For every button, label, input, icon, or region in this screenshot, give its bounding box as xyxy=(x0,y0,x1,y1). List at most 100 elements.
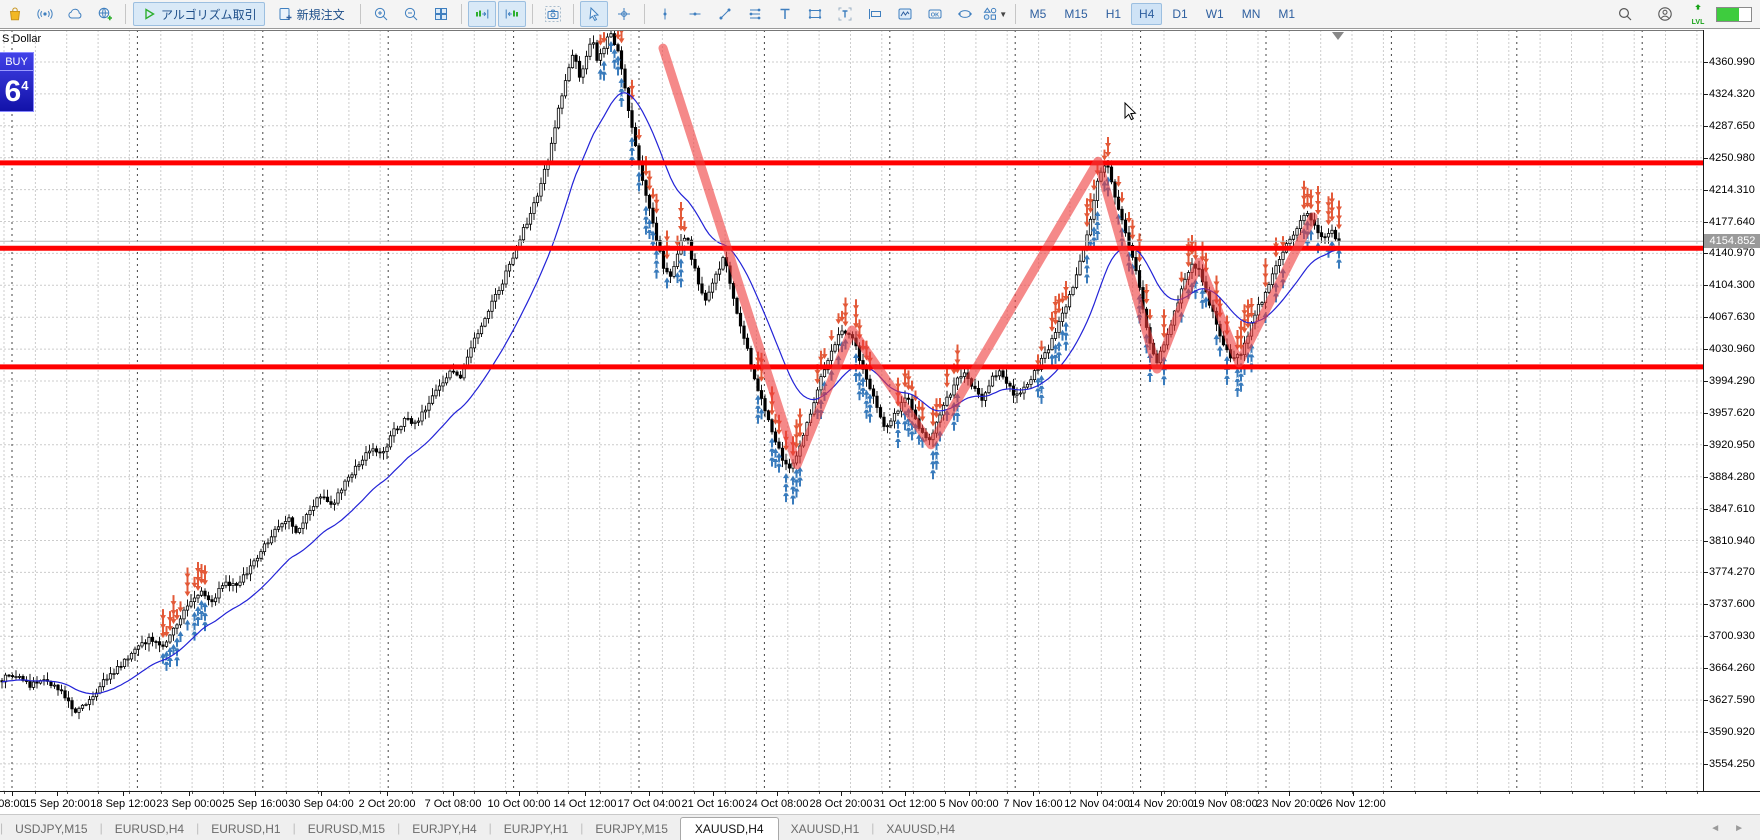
rectangle-tool-icon[interactable] xyxy=(801,1,829,27)
price-label-icon[interactable] xyxy=(861,1,889,27)
timeframe-m5[interactable]: M5 xyxy=(1029,7,1047,21)
price-tick xyxy=(1704,285,1708,287)
time-tick xyxy=(649,792,650,796)
market-bag-icon[interactable] xyxy=(1,1,29,27)
zoom-out-icon[interactable] xyxy=(397,1,425,27)
chart-tab-xauusd-h4[interactable]: XAUUSD,H4 xyxy=(679,817,779,840)
toolbar-separator xyxy=(359,4,361,24)
price-tick xyxy=(1704,317,1708,319)
timeframe-h4[interactable]: H4 xyxy=(1131,3,1163,25)
time-tick-minor xyxy=(1665,792,1667,794)
timeframe-h1[interactable]: H1 xyxy=(1105,7,1122,21)
price-tick xyxy=(1704,763,1708,765)
time-tick-minor xyxy=(442,792,444,794)
signals-icon[interactable] xyxy=(31,1,59,27)
tab-scroll-right-icon[interactable]: ► xyxy=(1734,822,1744,834)
price-axis-label: 4324.320 xyxy=(1709,87,1755,100)
price-tick xyxy=(1704,668,1708,670)
time-tick xyxy=(1097,792,1098,796)
vertical-line-icon[interactable] xyxy=(651,1,679,27)
new-order-button[interactable]: 新規注文 xyxy=(269,2,353,26)
time-tick-minor xyxy=(1696,792,1698,794)
time-tick-minor xyxy=(1414,792,1416,794)
time-tick-minor xyxy=(944,792,946,794)
tile-windows-icon[interactable] xyxy=(427,1,455,27)
tab-separator: | xyxy=(292,821,296,835)
algo-trading-button[interactable]: アルゴリズム取引 xyxy=(133,2,265,26)
text-label-icon[interactable] xyxy=(831,1,859,27)
price-axis-label: 4067.630 xyxy=(1709,311,1755,324)
autoscroll-icon[interactable] xyxy=(467,1,496,27)
one-click-buy-button[interactable]: BUY 64 xyxy=(0,52,34,112)
horizontal-line-icon[interactable] xyxy=(681,1,709,27)
time-tick-minor xyxy=(411,792,413,794)
indicator-window-icon[interactable] xyxy=(891,1,919,27)
chart-area[interactable]: S Dollar BUY 64 xyxy=(0,30,1703,791)
timeframe-m15[interactable]: M15 xyxy=(1064,7,1088,21)
price-axis[interactable]: 4154.852 4360.990 4324.320 4287.650 4250.98… xyxy=(1703,30,1760,791)
time-tick xyxy=(1289,792,1290,796)
chart-tab-eurjpy-h4[interactable]: EURJPY,H4 xyxy=(412,822,477,836)
timeframe-w1[interactable]: W1 xyxy=(1205,7,1224,21)
chart-shift-icon[interactable] xyxy=(497,1,526,27)
chart-tab-xauusd-h4[interactable]: XAUUSD,H4 xyxy=(886,822,956,836)
timeframe-m1[interactable]: M1 xyxy=(1278,7,1296,21)
symbol-description-label: S Dollar xyxy=(2,33,42,45)
timeframe-d1[interactable]: D1 xyxy=(1172,7,1188,21)
tab-separator: | xyxy=(488,821,492,835)
equidistant-channel-icon[interactable] xyxy=(741,1,769,27)
time-tick-minor xyxy=(1258,792,1259,794)
search-icon[interactable] xyxy=(1611,1,1639,27)
crosshair-icon[interactable] xyxy=(610,1,638,27)
time-tick-minor xyxy=(1383,792,1385,794)
time-tick-minor xyxy=(1571,792,1573,794)
toolbar-right-group: LVL xyxy=(1610,1,1760,27)
chart-tab-xauusd-h1[interactable]: XAUUSD,H1 xyxy=(790,822,860,836)
ellipse-tool-icon[interactable] xyxy=(951,1,979,27)
chart-tab-eurusd-h4[interactable]: EURUSD,H4 xyxy=(114,822,185,836)
time-tick xyxy=(255,792,256,796)
cursor-icon[interactable] xyxy=(579,1,608,27)
current-price-badge: 4154.852 xyxy=(1704,234,1760,249)
toolbar-separator xyxy=(643,4,645,24)
cloud-icon[interactable] xyxy=(61,1,89,27)
price-tick xyxy=(1704,412,1708,414)
chart-tab-eurjpy-h1[interactable]: EURJPY,H1 xyxy=(503,822,569,836)
price-axis-label: 4287.650 xyxy=(1709,119,1755,132)
time-axis-label: 24 Oct 08:00 xyxy=(745,798,809,810)
shapes-menu-icon[interactable]: ▼ xyxy=(981,1,1009,27)
chart-tab-eurjpy-m15[interactable]: EURJPY,M15 xyxy=(595,822,668,836)
trendline-icon[interactable] xyxy=(711,1,739,27)
level-label: LVL xyxy=(1691,18,1705,26)
price-axis-label: 3774.270 xyxy=(1709,566,1755,579)
time-tick-minor xyxy=(1477,792,1479,794)
new-order-icon xyxy=(279,8,292,20)
time-tick-minor xyxy=(1069,792,1071,794)
time-tick-minor xyxy=(505,792,507,794)
time-axis[interactable]: 08:00 15 Sep 20:00 18 Sep 12:00 23 Sep 00:0… xyxy=(0,791,1760,815)
timeframe-mn[interactable]: MN xyxy=(1241,7,1261,21)
time-tick xyxy=(713,792,714,796)
chart-tab-eurusd-m15[interactable]: EURUSD,M15 xyxy=(307,822,386,836)
vps-globe-icon[interactable] xyxy=(91,1,119,27)
ok-dialog-icon[interactable]: OK xyxy=(921,1,949,27)
price-tick xyxy=(1704,572,1708,574)
tab-scroll-left-icon[interactable]: ◄ xyxy=(1710,822,1721,834)
time-tick-minor xyxy=(1038,792,1040,794)
level-up-icon[interactable]: LVL xyxy=(1690,3,1706,26)
chart-tab-eurusd-h1[interactable]: EURUSD,H1 xyxy=(211,822,281,836)
progress-fill xyxy=(1717,7,1740,21)
account-icon[interactable] xyxy=(1651,1,1679,27)
time-tick-minor xyxy=(192,792,194,794)
screenshot-camera-icon[interactable] xyxy=(539,1,567,27)
price-axis-label: 3737.600 xyxy=(1709,598,1755,611)
zoom-in-icon[interactable] xyxy=(367,1,395,27)
price-axis-label: 4030.960 xyxy=(1709,343,1755,356)
text-tool-icon[interactable] xyxy=(771,1,799,27)
chart-tab-usdjpy-m15[interactable]: USDJPY,M15 xyxy=(15,822,88,836)
candlestick-chart[interactable] xyxy=(0,30,1703,791)
time-tick xyxy=(57,792,58,796)
time-axis-label: 5 Nov 00:00 xyxy=(939,798,999,810)
time-axis-label: 18 Sep 12:00 xyxy=(90,798,156,810)
time-tick xyxy=(12,792,13,796)
